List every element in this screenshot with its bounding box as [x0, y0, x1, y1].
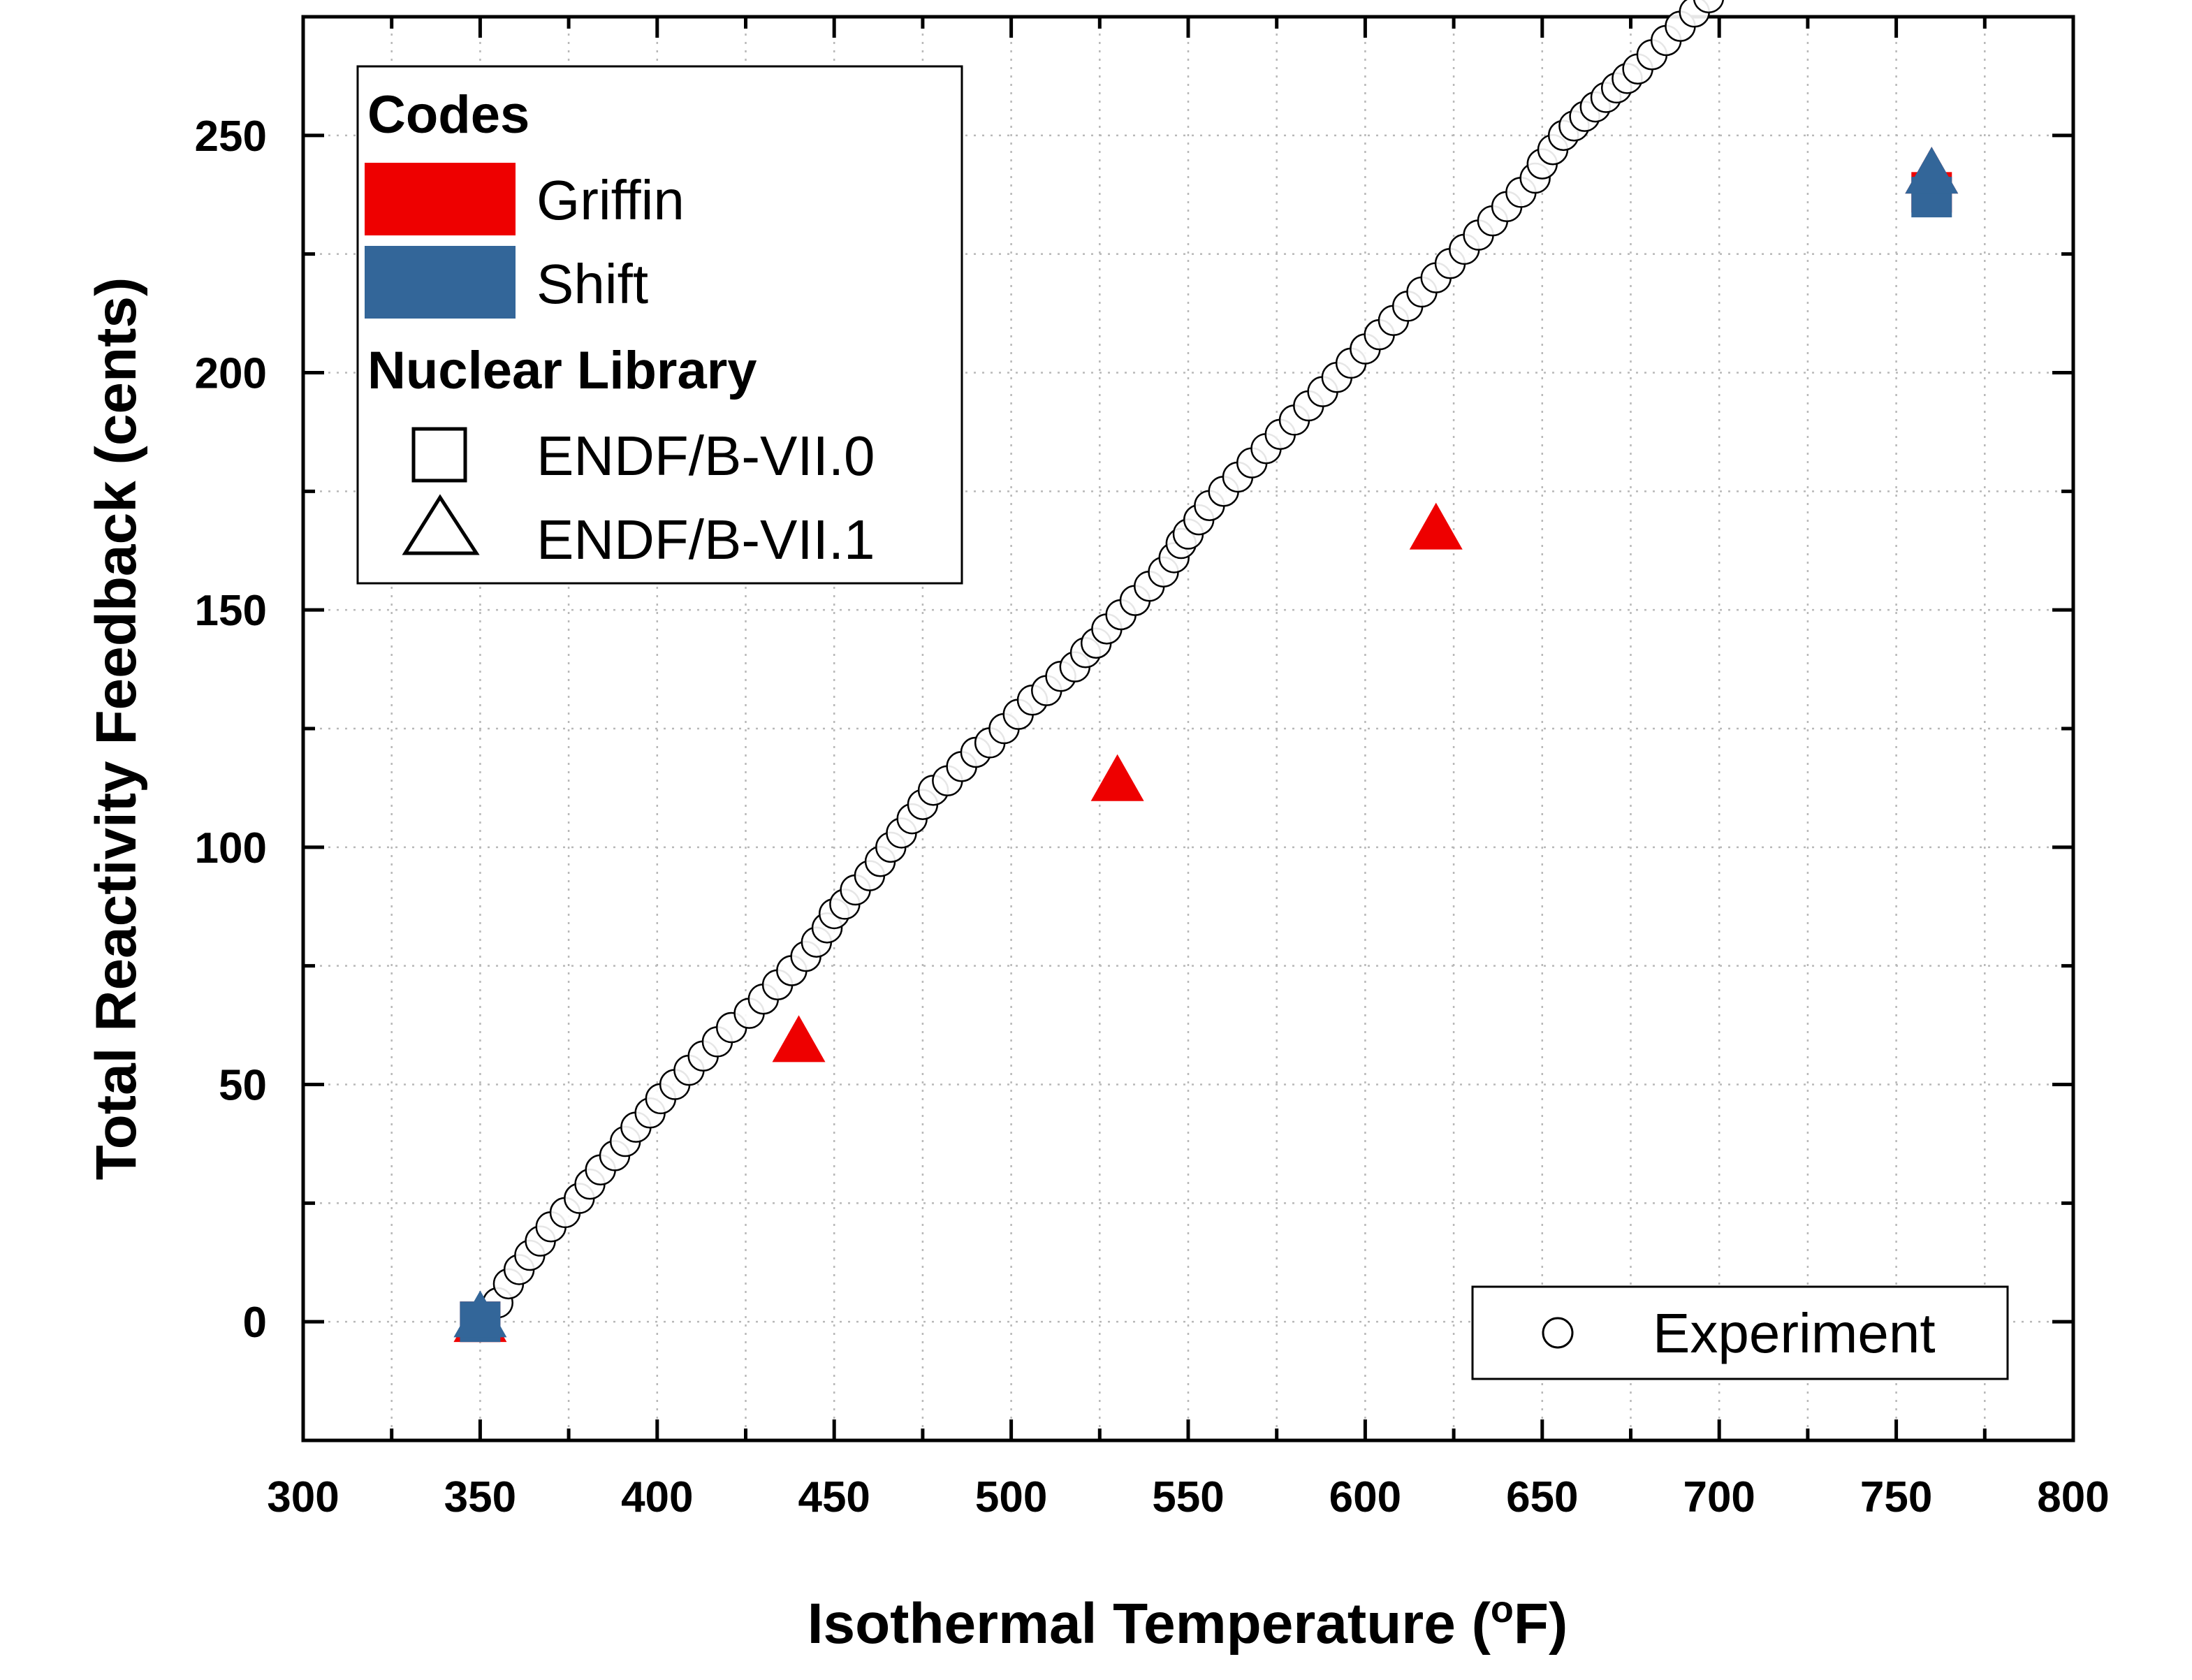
experiment-point	[1693, 0, 1725, 14]
x-tick-label: 600	[1329, 1473, 1401, 1521]
square-marker-icon	[411, 427, 467, 483]
triangle-point	[1905, 147, 1959, 194]
x-tick-label: 500	[975, 1473, 1047, 1521]
x-tick-label: 350	[444, 1473, 516, 1521]
legend-griffin-swatch	[365, 163, 516, 235]
x-tick-label: 300	[267, 1473, 339, 1521]
legend-endf71-label: ENDF/B-VII.1	[536, 509, 875, 571]
legend-shift-label: Shift	[536, 253, 648, 315]
legend-endf70-label: ENDF/B-VII.0	[536, 425, 875, 487]
x-axis-title-tail: F)	[1514, 1592, 1568, 1656]
circle-marker-icon	[1542, 1317, 1574, 1349]
legend-experiment: Experiment	[1471, 1285, 2009, 1380]
x-axis-title: Isothermal Temperature (oF)	[808, 1588, 1568, 1656]
y-axis-title: Total Reactivity Feedback (cents)	[85, 277, 148, 1181]
x-tick-label: 550	[1152, 1473, 1224, 1521]
triangle-point	[1409, 502, 1463, 550]
triangle-point	[772, 1015, 826, 1062]
triangle-marker-icon	[402, 494, 480, 555]
legend-experiment-label: Experiment	[1653, 1302, 1936, 1364]
y-tick-labels: 0 50 100 150 200 250	[195, 112, 267, 1347]
y-tick-label: 50	[219, 1062, 267, 1110]
x-axis-title-superscript: o	[1491, 1588, 1514, 1630]
x-tick-label: 700	[1683, 1473, 1755, 1521]
legend-griffin-label: Griffin	[536, 169, 685, 231]
x-tick-label: 400	[621, 1473, 693, 1521]
x-tick-labels: 300 350 400 450 500 550 600 650 700 750 800	[267, 1473, 2109, 1521]
y-tick-label: 200	[195, 350, 267, 398]
legend-box	[356, 65, 963, 585]
plot-frame	[301, 15, 2075, 1442]
x-tick-label: 650	[1506, 1473, 1578, 1521]
legend-codes-library: Codes Griffin Shift Nuclear Library ENDF…	[356, 65, 963, 585]
legend-shift-swatch	[365, 246, 516, 319]
y-tick-label: 0	[243, 1299, 267, 1347]
triangle-point	[1090, 754, 1144, 801]
x-tick-label: 750	[1860, 1473, 1932, 1521]
x-axis-title-main: Isothermal Temperature (	[808, 1592, 1491, 1656]
legend-codes-header: Codes	[367, 85, 529, 145]
y-tick-label: 250	[195, 112, 267, 161]
legend-library-header: Nuclear Library	[367, 341, 757, 400]
x-tick-label: 450	[798, 1473, 870, 1521]
y-tick-label: 100	[195, 824, 267, 872]
triangle-point	[453, 1290, 507, 1338]
data-points	[453, 0, 1959, 1343]
y-tick-label: 150	[195, 587, 267, 635]
x-tick-label: 800	[2037, 1473, 2109, 1521]
